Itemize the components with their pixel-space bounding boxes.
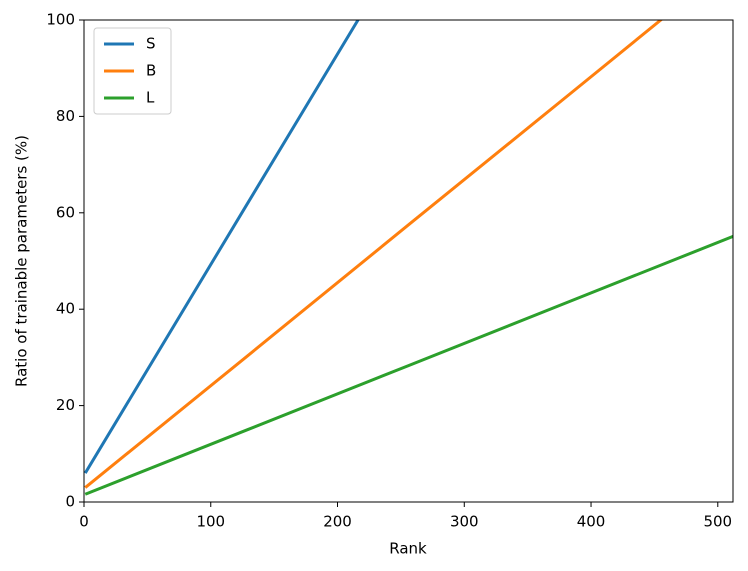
legend-label: B (146, 62, 156, 80)
x-tick-label: 200 (323, 513, 352, 531)
line-series (84, 20, 360, 474)
plot-area (84, 20, 733, 496)
axes-frame (83, 19, 734, 503)
y-tick-label: 40 (56, 300, 75, 318)
line-series (84, 235, 733, 496)
y-tick-label: 20 (56, 396, 75, 414)
x-tick-label: 400 (577, 513, 606, 531)
y-axis-label: Ratio of trainable parameters (%) (13, 135, 31, 387)
x-tick-label: 500 (703, 513, 732, 531)
legend-label: L (146, 89, 155, 107)
x-tick-label: 100 (196, 513, 225, 531)
y-tick-label: 100 (46, 11, 75, 29)
y-tick-label: 80 (56, 107, 75, 125)
y-tick-label: 60 (56, 203, 75, 221)
line-series (84, 20, 664, 489)
x-tick-label: 300 (450, 513, 479, 531)
x-axis-label: Rank (389, 540, 427, 558)
x-tick-label: 0 (79, 513, 89, 531)
legend-label: S (146, 35, 156, 53)
y-tick-label: 0 (65, 493, 75, 511)
